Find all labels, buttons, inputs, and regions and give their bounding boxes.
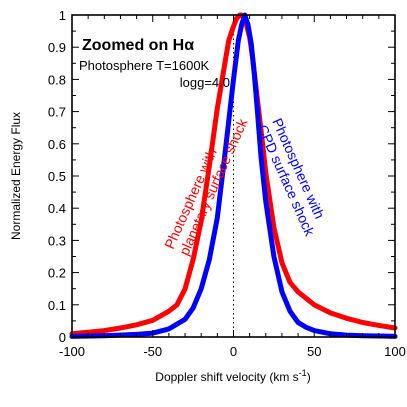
- x-tick-label: 0: [230, 344, 237, 359]
- y-axis-label: Normalized Energy Flux: [9, 112, 23, 240]
- y-tick-label: 0.4: [48, 201, 66, 216]
- y-tick-label: 0: [59, 330, 66, 345]
- y-tick-label: 0.2: [48, 266, 66, 281]
- y-tick-label: 0.8: [48, 72, 66, 87]
- y-tick-label: 0.6: [48, 137, 66, 152]
- annotation-line-1: Photosphere T=1600K: [79, 58, 210, 73]
- y-tick-label: 0.5: [48, 169, 66, 184]
- x-tick-label: -100: [59, 344, 85, 359]
- y-tick-label: 0.1: [48, 298, 66, 313]
- annotation-line-2: logg=4.0: [180, 75, 230, 90]
- y-tick-label: 1: [59, 8, 66, 23]
- chart-title: Zoomed on Hα: [82, 37, 194, 54]
- series-label-red: Photosphere with planetary surface shock: [161, 115, 251, 257]
- x-axis-label-main: Doppler shift velocity (km s: [155, 370, 298, 384]
- y-tick-label: 0.7: [48, 105, 66, 120]
- x-axis-label-superscript: -1: [299, 368, 307, 378]
- y-tick-label: 0.3: [48, 233, 66, 248]
- x-tick-label: 100: [384, 344, 406, 359]
- x-axis-label-end: ): [307, 370, 311, 384]
- series-line-blue: [69, 12, 398, 339]
- x-axis-label: Doppler shift velocity (km s-1): [155, 368, 310, 384]
- axis-ticks: -100 -50 0 50 100 0 0.1 0.2 0.3 0.4 0.5 0.6 0.7 0.8 0.…: [48, 8, 406, 359]
- x-tick-label: -50: [143, 344, 162, 359]
- y-tick-label: 0.9: [48, 40, 66, 55]
- x-tick-label: 50: [307, 344, 321, 359]
